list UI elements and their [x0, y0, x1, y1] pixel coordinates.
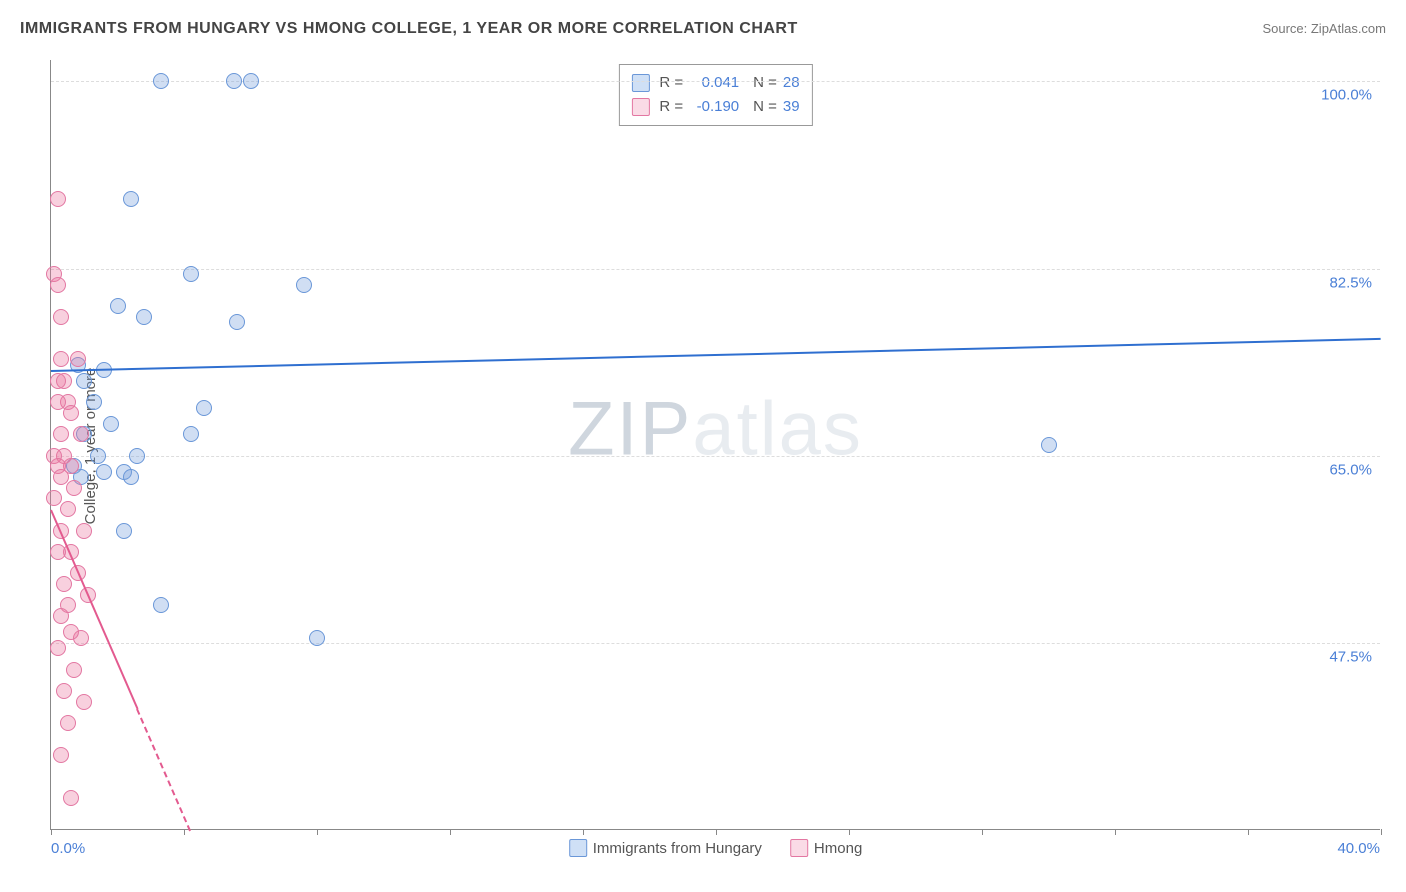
stats-legend: R = 0.041 N = 28 R = -0.190 N = 39 [618, 64, 812, 126]
scatter-point [123, 191, 139, 207]
scatter-point [153, 597, 169, 613]
scatter-point [53, 747, 69, 763]
scatter-point [56, 683, 72, 699]
r-value-series2: -0.190 [689, 95, 739, 119]
scatter-point [153, 73, 169, 89]
scatter-point [123, 469, 139, 485]
scatter-point [243, 73, 259, 89]
gridline-h [51, 456, 1380, 457]
gridline-h [51, 643, 1380, 644]
scatter-point [103, 416, 119, 432]
x-tick [583, 829, 584, 835]
scatter-point [50, 544, 66, 560]
scatter-point [46, 490, 62, 506]
swatch-series2 [631, 98, 649, 116]
scatter-point [50, 394, 66, 410]
scatter-point [60, 501, 76, 517]
x-tick [1381, 829, 1382, 835]
r-value-series1: 0.041 [689, 71, 739, 95]
scatter-point [229, 314, 245, 330]
scatter-point [66, 480, 82, 496]
scatter-point [53, 351, 69, 367]
y-tick-label: 65.0% [1329, 461, 1372, 478]
scatter-point [50, 191, 66, 207]
legend-label-series1: Immigrants from Hungary [593, 840, 762, 857]
swatch-series2-bottom [790, 839, 808, 857]
swatch-series1 [631, 74, 649, 92]
scatter-point [96, 464, 112, 480]
x-tick [51, 829, 52, 835]
x-tick [982, 829, 983, 835]
scatter-point [53, 309, 69, 325]
source-prefix: Source: [1262, 21, 1310, 36]
watermark-part1: ZIP [568, 387, 692, 472]
x-tick [1115, 829, 1116, 835]
r-label: R = [659, 71, 683, 95]
r-label: R = [659, 95, 683, 119]
scatter-point [53, 608, 69, 624]
scatter-plot-area: ZIPatlas R = 0.041 N = 28 R = -0.190 N =… [50, 60, 1380, 830]
legend-label-series2: Hmong [814, 840, 862, 857]
scatter-point [90, 448, 106, 464]
source-name: ZipAtlas.com [1311, 21, 1386, 36]
swatch-series1-bottom [569, 839, 587, 857]
x-tick [849, 829, 850, 835]
x-tick [1248, 829, 1249, 835]
scatter-point [63, 624, 79, 640]
scatter-point [309, 630, 325, 646]
scatter-point [53, 469, 69, 485]
n-value-series1: 28 [783, 71, 800, 95]
scatter-point [183, 426, 199, 442]
n-value-series2: 39 [783, 95, 800, 119]
x-axis-min-label: 0.0% [51, 840, 85, 857]
y-tick-label: 100.0% [1321, 87, 1372, 104]
scatter-point [76, 694, 92, 710]
x-tick [716, 829, 717, 835]
x-tick [184, 829, 185, 835]
legend-item-series1: Immigrants from Hungary [569, 839, 762, 857]
y-tick-label: 47.5% [1329, 648, 1372, 665]
scatter-point [76, 373, 92, 389]
bottom-legend: Immigrants from Hungary Hmong [569, 839, 863, 857]
scatter-point [53, 426, 69, 442]
y-tick-label: 82.5% [1329, 274, 1372, 291]
scatter-point [76, 523, 92, 539]
n-label: N = [753, 71, 777, 95]
scatter-point [63, 790, 79, 806]
scatter-point [116, 523, 132, 539]
scatter-point [63, 405, 79, 421]
legend-item-series2: Hmong [790, 839, 862, 857]
scatter-point [73, 426, 89, 442]
scatter-point [226, 73, 242, 89]
chart-source: Source: ZipAtlas.com [1262, 21, 1386, 36]
scatter-point [183, 266, 199, 282]
watermark: ZIPatlas [568, 386, 863, 473]
watermark-part2: atlas [692, 387, 863, 472]
scatter-point [296, 277, 312, 293]
gridline-h [51, 269, 1380, 270]
scatter-point [196, 400, 212, 416]
scatter-point [50, 277, 66, 293]
scatter-point [56, 576, 72, 592]
regression-line [51, 338, 1381, 372]
regression-line [137, 708, 192, 831]
stats-row-series2: R = -0.190 N = 39 [631, 95, 799, 119]
x-axis-max-label: 40.0% [1337, 840, 1380, 857]
scatter-point [1041, 437, 1057, 453]
chart-title: IMMIGRANTS FROM HUNGARY VS HMONG COLLEGE… [20, 20, 798, 38]
chart-header: IMMIGRANTS FROM HUNGARY VS HMONG COLLEGE… [20, 20, 1386, 38]
scatter-point [86, 394, 102, 410]
stats-row-series1: R = 0.041 N = 28 [631, 71, 799, 95]
scatter-point [66, 662, 82, 678]
scatter-point [129, 448, 145, 464]
x-tick [317, 829, 318, 835]
scatter-point [50, 373, 66, 389]
n-label: N = [753, 95, 777, 119]
scatter-point [70, 351, 86, 367]
x-tick [450, 829, 451, 835]
scatter-point [136, 309, 152, 325]
scatter-point [50, 640, 66, 656]
scatter-point [60, 715, 76, 731]
scatter-point [110, 298, 126, 314]
